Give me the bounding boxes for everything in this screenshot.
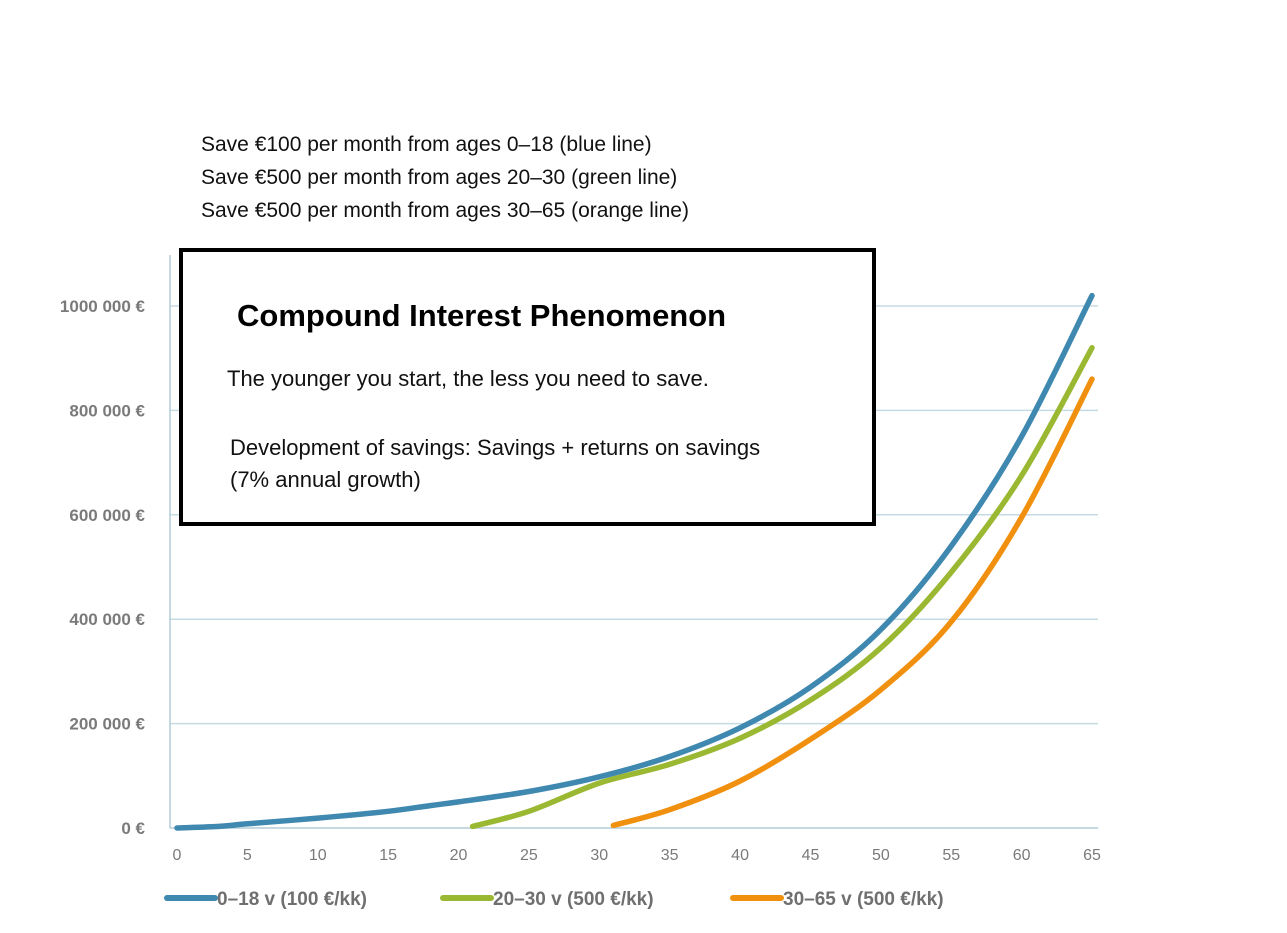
x-tick-label: 65 (1083, 847, 1101, 864)
legend-label: 0–18 v (100 €/kk) (217, 889, 367, 910)
intro-line-blue: Save €100 per month from ages 0–18 (blue… (201, 133, 652, 156)
info-box: Compound Interest Phenomenon The younger… (179, 248, 876, 526)
x-tick-label: 30 (590, 847, 608, 864)
y-tick-label: 400 000 € (69, 610, 145, 629)
series-line-1 (469, 345, 1095, 830)
box-description-line-1: Development of savings: Savings + return… (230, 435, 761, 460)
x-tick-label: 15 (379, 847, 397, 864)
box-subtitle: The younger you start, the less you need… (227, 366, 709, 391)
intro-text: Save €100 per month from ages 0–18 (blue… (201, 128, 689, 227)
x-tick-label: 35 (661, 847, 679, 864)
x-tick-label: 45 (802, 847, 820, 864)
x-tick-labels: 0 5 10 15 20 25 30 35 40 45 50 55 60 65 (173, 847, 1101, 864)
x-tick-label: 25 (520, 847, 538, 864)
y-tick-label: 800 000 € (69, 401, 145, 420)
y-tick-label: 0 € (121, 819, 145, 838)
y-tick-label: 600 000 € (69, 506, 145, 525)
series-line-0 (174, 292, 1095, 831)
series-line-2 (610, 376, 1095, 829)
x-tick-label: 55 (942, 847, 960, 864)
y-tick-labels: 0 € 200 000 € 400 000 € 600 000 € 800 000 € 1… (60, 297, 146, 838)
legend: 0–18 v (100 €/kk) 20–30 v (500 €/kk) 30–65… (164, 889, 944, 910)
box-title: Compound Interest Phenomenon (237, 298, 727, 333)
legend-label: 30–65 v (500 €/kk) (783, 889, 944, 910)
series-lines (174, 292, 1095, 831)
legend-label: 20–30 v (500 €/kk) (493, 889, 654, 910)
box-description: Development of savings: Savings + return… (230, 432, 760, 496)
x-tick-label: 10 (309, 847, 327, 864)
box-description-line-2: (7% annual growth) (230, 467, 421, 492)
x-tick-label: 50 (872, 847, 890, 864)
intro-line-orange: Save €500 per month from ages 30–65 (ora… (201, 199, 689, 222)
x-tick-label: 20 (450, 847, 468, 864)
x-tick-label: 40 (731, 847, 749, 864)
x-tick-label: 0 (173, 847, 182, 864)
y-tick-label: 1000 000 € (60, 297, 146, 316)
x-tick-label: 5 (243, 847, 252, 864)
x-tick-label: 60 (1013, 847, 1031, 864)
intro-line-green: Save €500 per month from ages 20–30 (gre… (201, 166, 678, 189)
y-tick-label: 200 000 € (69, 715, 145, 734)
